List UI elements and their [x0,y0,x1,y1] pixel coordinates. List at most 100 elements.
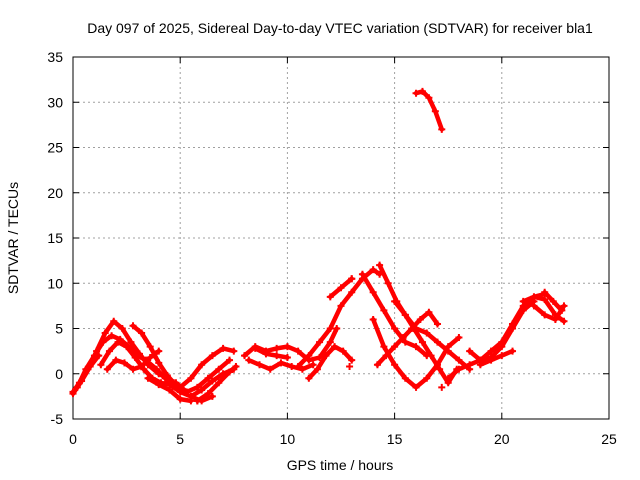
data-point [382,352,390,360]
y-tick-label: 35 [47,49,63,65]
data-point [146,343,154,351]
data-point [348,288,356,296]
data-point [498,343,506,351]
series-trace-sat-u [375,309,440,367]
data-point [232,363,240,371]
data-point [391,297,399,305]
data-point [155,381,163,389]
data-point [305,352,313,360]
data-point [337,302,345,310]
data-point [337,284,345,292]
data-point [176,395,184,403]
data-point [153,365,161,373]
data-point [78,377,86,385]
data-point [476,361,484,369]
data-point [348,356,356,364]
data-point [262,350,270,358]
data-point [129,322,137,330]
series-trace-sat-c [70,353,101,396]
data-point [425,308,433,316]
data-point [187,374,195,382]
data-point [131,353,139,361]
y-tick-label: 10 [47,275,63,291]
data-point [391,343,399,351]
data-point [208,392,216,400]
series-trace-sat-f [130,323,177,386]
data-point [144,374,152,382]
data-point [101,329,109,337]
series-trace-sat-ab [531,303,567,322]
data-point [401,311,409,319]
data-point [416,315,424,323]
data-point [245,356,253,364]
grid-lines [73,57,609,419]
data-point [438,125,446,133]
series-trace-sat-p [306,344,354,381]
data-point [283,343,291,351]
data-point [498,352,506,360]
y-tick-label: 25 [47,140,63,156]
data-point [438,383,446,391]
data-point [305,374,313,382]
data-point [123,343,131,351]
data-point [391,361,399,369]
data-point [541,311,549,319]
data-point [560,317,568,325]
data-point [423,374,431,382]
data-point [373,361,381,369]
data-point [466,347,474,355]
y-axis: -5 0 5 10 15 20 25 30 35 [47,49,609,427]
x-axis-label: GPS time / hours [287,457,394,473]
data-point [391,325,399,332]
data-point [298,365,306,373]
data-point [215,379,223,387]
data-point [558,306,566,314]
data-point [193,397,201,405]
data-point [112,356,120,364]
data-point [444,347,452,355]
data-point [418,338,426,346]
data-point [412,89,420,97]
x-tick-label: 5 [176,431,184,447]
data-point [251,344,259,352]
data-point [208,352,216,360]
data-point [155,347,163,355]
data-point [226,356,234,364]
data-point [339,347,347,355]
data-point [358,270,366,278]
data-point [519,297,527,305]
data-point [129,365,137,373]
data-point [333,325,341,332]
data-point [288,363,296,371]
data-point [519,306,527,314]
data-point [215,365,223,373]
data-point [273,344,281,352]
data-point [283,353,291,361]
data-point [110,317,118,325]
data-point [348,275,356,283]
data-point [118,325,126,332]
data-point [466,361,474,369]
data-point [165,386,173,394]
data-point [309,361,317,369]
data-point [487,347,495,355]
data-point [138,329,146,337]
data-point [294,347,302,355]
data-point [176,383,184,391]
data-point [326,338,334,346]
data-point [431,107,439,115]
y-tick-label: 15 [47,230,63,246]
data-point [97,361,105,369]
x-tick-label: 25 [601,431,617,447]
data-point [163,372,171,380]
x-tick-label: 10 [280,431,296,447]
data-point [105,347,113,355]
y-tick-label: 30 [47,94,63,110]
data-point [401,374,409,382]
data-point [376,261,384,269]
data-point [198,386,206,394]
data-point [108,332,116,340]
data-point [433,320,441,328]
data-point [204,374,212,382]
data-point [369,315,377,323]
